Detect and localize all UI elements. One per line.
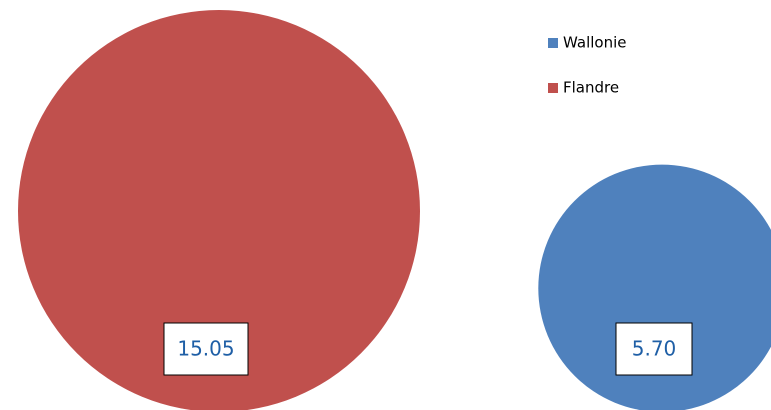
value-label: 5.70 <box>632 337 677 361</box>
legend-text: Wallonie <box>563 34 626 52</box>
bubble <box>538 164 771 410</box>
value-label: 15.05 <box>177 337 234 361</box>
legend-swatch <box>548 83 558 93</box>
value-label-box <box>163 322 249 376</box>
value-label-box <box>615 322 693 376</box>
legend-swatch <box>548 38 558 48</box>
legend-text: Flandre <box>563 79 619 97</box>
bubble <box>18 10 420 410</box>
